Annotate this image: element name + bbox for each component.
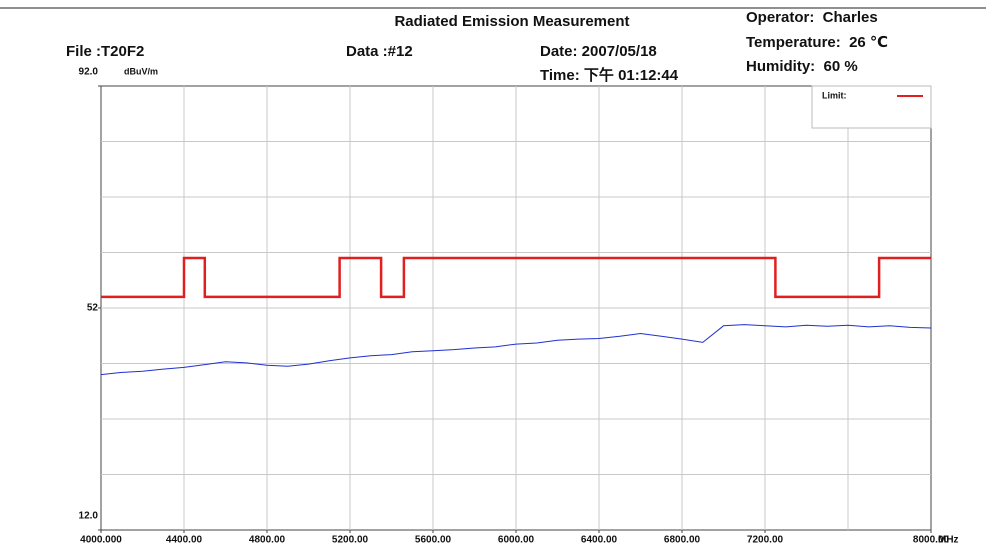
y-tick-label: 92.0 (79, 67, 99, 78)
legend-box (811, 85, 932, 129)
series-line (101, 256, 931, 299)
y-tick-label: 52 (87, 303, 99, 314)
operator: Operator: Charles (746, 9, 878, 26)
x-tick-label: 4000.000 (80, 535, 122, 546)
x-tick-label: 5600.00 (415, 535, 452, 546)
x-tick-label: 6000.00 (498, 535, 535, 546)
file: File :T20F2 (66, 43, 144, 60)
x-tick-label: 4400.00 (166, 535, 203, 546)
chart-title: Radiated Emission Measurement (394, 13, 629, 30)
series-line (100, 324, 932, 376)
x-tick-label: 7200.00 (747, 535, 784, 546)
humidity: Humidity: 60 % (746, 58, 858, 75)
time: Time: 下午 01:12:44 (540, 66, 679, 84)
x-tick-label: 5200.00 (332, 535, 369, 546)
x-axis-label: MHz (938, 535, 959, 546)
data-no: Data :#12 (346, 43, 413, 60)
x-tick-label: 6400.00 (581, 535, 618, 546)
x-tick-label: 8000.00 (913, 535, 950, 546)
x-tick-label: 6800.00 (664, 535, 701, 546)
temperature: Temperature: 26 ℃ (746, 34, 888, 51)
x-tick-label: 4800.00 (249, 535, 286, 546)
legend-label: Limit: (822, 90, 847, 100)
date: Date: 2007/05/18 (540, 43, 657, 60)
y-axis-label: dBuV/m (124, 66, 158, 76)
y-tick-label: 12.0 (79, 511, 99, 522)
